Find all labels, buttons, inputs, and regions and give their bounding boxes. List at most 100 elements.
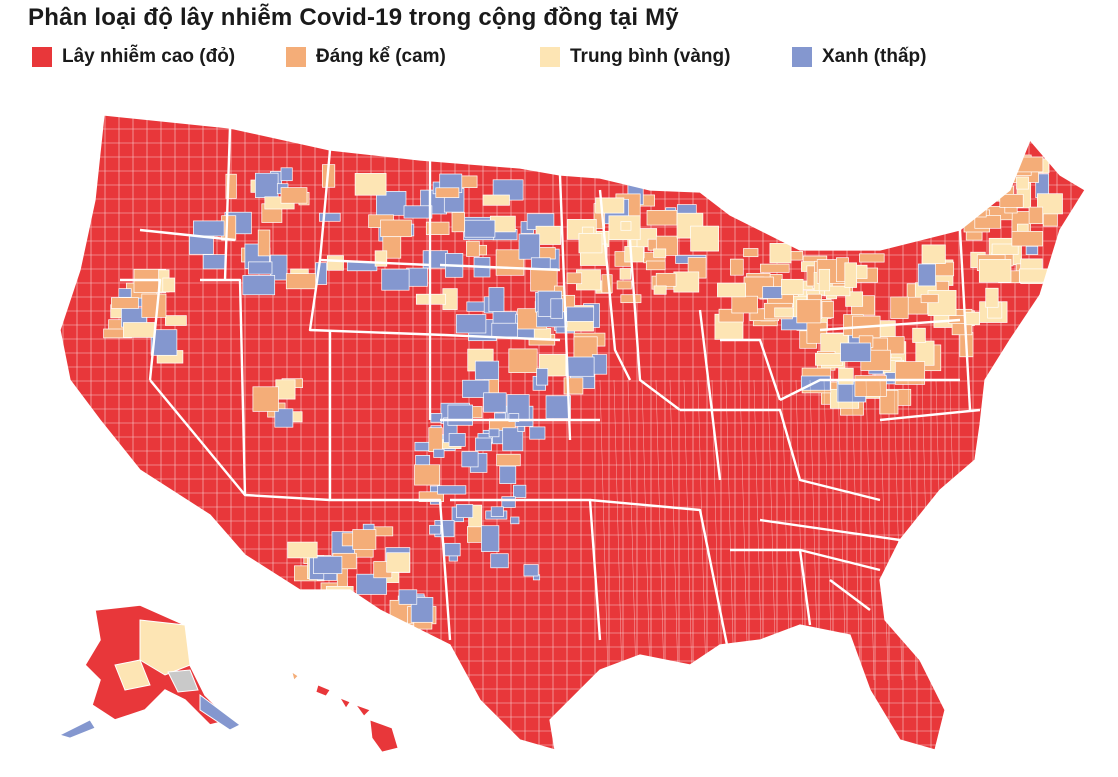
county-line <box>865 379 875 681</box>
county-patch <box>510 516 520 525</box>
county-patch <box>437 485 467 495</box>
county-patch <box>435 187 460 198</box>
county-patch <box>248 261 273 275</box>
county-patch <box>499 465 517 484</box>
county-patch <box>319 212 341 222</box>
county-patch <box>287 541 318 559</box>
county-patch <box>255 172 279 198</box>
county-patch <box>1019 268 1048 283</box>
county-patch <box>425 221 450 235</box>
state-border <box>223 127 232 281</box>
county-patch <box>566 306 595 322</box>
county-patch <box>762 286 783 299</box>
county-patch <box>461 451 479 468</box>
county-patch <box>193 220 225 237</box>
county-patch <box>464 219 496 238</box>
county-patch <box>466 240 480 257</box>
county-patch <box>894 361 926 385</box>
county-patch <box>717 282 746 298</box>
county-patch <box>488 287 505 313</box>
county-line <box>739 379 749 681</box>
county-patch <box>448 433 466 447</box>
county-patch <box>490 506 504 517</box>
county-patch <box>501 496 516 508</box>
county-patch <box>406 267 428 287</box>
county-line <box>837 379 847 681</box>
county-patch <box>1028 206 1044 225</box>
county-patch <box>838 367 854 385</box>
county-patch <box>992 152 1005 176</box>
county-line <box>669 379 679 681</box>
county-patch <box>536 368 549 386</box>
county-patch <box>451 212 465 233</box>
county-patch <box>1016 176 1029 190</box>
state-border <box>680 408 881 502</box>
state-border <box>819 318 961 332</box>
county-patch <box>974 215 1001 229</box>
state-border <box>759 518 901 542</box>
state-border <box>598 189 632 381</box>
county-patch <box>760 263 790 273</box>
state-border <box>799 548 881 572</box>
county-patch <box>466 301 487 312</box>
map-layer <box>58 114 1086 753</box>
alaska-region <box>167 669 199 693</box>
county-line <box>599 379 609 681</box>
county-patch <box>414 464 441 486</box>
county-patch <box>999 194 1024 208</box>
county-line <box>767 379 777 681</box>
hawaii-island <box>354 704 371 717</box>
county-patch <box>912 327 926 343</box>
county-patch <box>818 268 831 292</box>
county-patch <box>398 589 418 605</box>
county-patch <box>428 427 443 453</box>
state-border <box>200 278 331 502</box>
county-patch <box>620 221 632 231</box>
county-patch <box>326 255 344 271</box>
hawaii <box>291 671 399 753</box>
county-patch <box>616 280 632 290</box>
county-patch <box>252 386 279 412</box>
legend-item-substantial: Đáng kể (cam) <box>286 44 446 70</box>
county-patch <box>517 426 525 432</box>
county-patch <box>475 437 492 452</box>
county-patch <box>488 428 500 438</box>
legend-item-moderate: Trung bình (vàng) <box>540 44 730 70</box>
county-line <box>641 379 651 681</box>
county-patch <box>565 356 595 377</box>
hawaii-island <box>369 719 399 753</box>
county-patch <box>508 413 520 422</box>
county-patch <box>474 360 500 380</box>
county-patch <box>508 348 538 373</box>
hawaii-island <box>291 671 299 681</box>
county-patch <box>496 453 521 467</box>
state-border <box>779 378 960 402</box>
county-patch <box>978 259 1012 283</box>
county-patch <box>483 392 507 413</box>
county-patch <box>769 243 792 264</box>
alaska-region <box>199 694 241 731</box>
county-patch <box>513 484 527 498</box>
county-patch <box>325 586 354 597</box>
county-patch <box>150 329 178 356</box>
county-patch <box>921 244 946 264</box>
county-patch <box>523 564 539 577</box>
state-border <box>829 579 871 611</box>
county-patch <box>840 342 872 362</box>
county-patch <box>821 301 834 319</box>
county-line <box>627 379 637 681</box>
county-patch <box>491 322 518 338</box>
county-patch <box>730 258 744 276</box>
county-patch <box>844 262 857 288</box>
hawaii-island <box>339 697 351 709</box>
county-patch <box>356 573 387 595</box>
county-patch <box>481 525 500 552</box>
county-patch <box>382 236 402 259</box>
county-patches <box>103 148 1063 681</box>
mainland-base <box>60 115 1085 750</box>
county-patch <box>854 375 887 397</box>
county-patch <box>280 167 293 182</box>
county-patch <box>518 233 541 260</box>
state-border <box>139 228 236 242</box>
county-patch <box>774 307 794 318</box>
